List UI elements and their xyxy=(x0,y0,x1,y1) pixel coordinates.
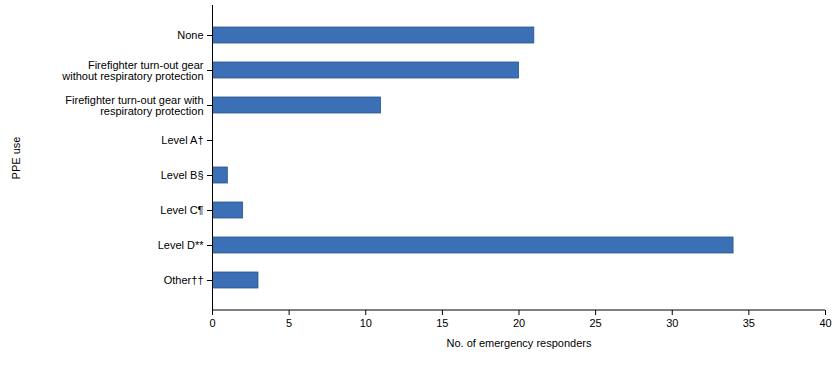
svg-text:5: 5 xyxy=(286,317,292,329)
svg-text:Level A†: Level A† xyxy=(161,134,203,146)
svg-text:10: 10 xyxy=(360,317,372,329)
svg-text:None: None xyxy=(177,29,203,41)
svg-text:No. of emergency responders: No. of emergency responders xyxy=(447,337,592,349)
svg-text:35: 35 xyxy=(743,317,755,329)
svg-text:15: 15 xyxy=(436,317,448,329)
svg-text:40: 40 xyxy=(819,317,831,329)
svg-text:Firefighter turn-out gear with: Firefighter turn-out gear withrespirator… xyxy=(65,94,203,117)
svg-text:Firefighter turn-out gearwitho: Firefighter turn-out gearwithout respira… xyxy=(61,59,204,82)
svg-text:Level B§: Level B§ xyxy=(161,169,204,181)
svg-text:PPE use: PPE use xyxy=(10,137,22,180)
svg-text:25: 25 xyxy=(590,317,602,329)
svg-text:Level D**: Level D** xyxy=(158,239,205,251)
svg-text:20: 20 xyxy=(513,317,525,329)
svg-text:Level C¶: Level C¶ xyxy=(160,204,203,216)
svg-text:30: 30 xyxy=(666,317,678,329)
svg-text:Other††: Other†† xyxy=(164,274,204,286)
svg-text:0: 0 xyxy=(209,317,215,329)
